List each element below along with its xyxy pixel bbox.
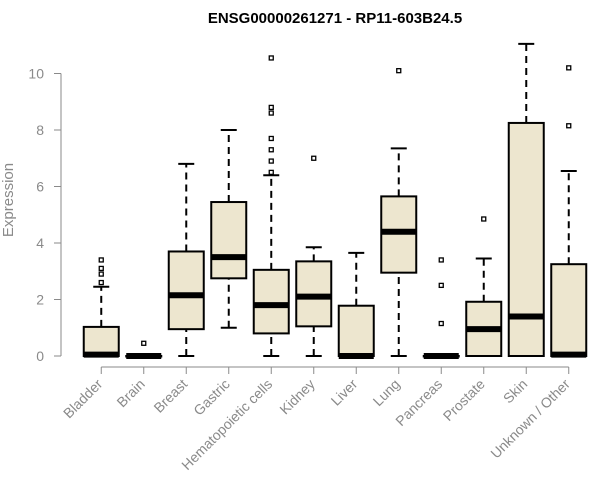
x-tick-label: Liver [328, 376, 361, 409]
box-6 [295, 155, 333, 357]
outlier-point [566, 65, 572, 71]
outlier-point [98, 265, 104, 272]
y-axis-label: Expression [0, 163, 17, 237]
box-12 [550, 65, 588, 358]
box-5 [252, 55, 290, 357]
box-11 [507, 42, 545, 357]
box-7 [337, 251, 375, 359]
box-1 [82, 257, 120, 358]
box-2 [125, 340, 163, 359]
y-tick-label: 6 [36, 179, 44, 195]
outlier-point [268, 55, 274, 61]
outlier-point [98, 257, 104, 263]
outlier-point [438, 282, 444, 289]
box-8 [380, 68, 418, 357]
outlier-point [438, 320, 444, 327]
outlier-point [268, 158, 274, 164]
x-tick-label: Prostate [440, 376, 488, 424]
outlier-point [98, 271, 104, 277]
x-tick-label: Skin [500, 376, 531, 407]
box-body [252, 268, 290, 335]
chart-title: ENSG00000261271 - RP11-603B24.5 [208, 10, 462, 27]
outlier-point [438, 257, 444, 263]
box-3 [167, 162, 205, 357]
outlier-point [268, 104, 274, 111]
y-tick-label: 0 [36, 348, 44, 364]
outlier-point [396, 68, 402, 74]
box-10 [465, 216, 503, 358]
box-4 [210, 129, 248, 329]
y-tick-label: 2 [36, 292, 44, 308]
box-body [550, 263, 588, 357]
y-tick-label: 4 [36, 235, 44, 251]
outlier-point [566, 123, 572, 129]
x-tick-label: Brain [113, 376, 147, 410]
y-tick-label: 8 [36, 122, 44, 138]
boxes [82, 42, 588, 359]
box-body [507, 121, 545, 357]
x-tick-label: Kidney [276, 376, 318, 418]
outlier-point [481, 216, 487, 222]
y-axis: 0 2 4 6 8 10 [28, 66, 62, 364]
outlier-point [268, 110, 274, 116]
box-body [210, 201, 248, 280]
y-tick-label: 10 [28, 66, 44, 82]
outlier-point [268, 147, 274, 153]
x-tick-label: Breast [150, 376, 190, 416]
x-tick-label: Lung [370, 376, 403, 409]
box-body [337, 304, 375, 357]
outlier-point [98, 279, 104, 286]
outlier-point [311, 155, 317, 161]
outlier-point [268, 135, 274, 142]
box-body [82, 325, 120, 357]
outlier-point [268, 169, 274, 176]
box-9 [422, 257, 460, 359]
outlier-point [141, 340, 147, 346]
x-tick-label: Bladder [60, 376, 106, 422]
x-tick-label: Unknown / Other [487, 376, 573, 462]
x-tick-label: Pancreas [392, 376, 445, 429]
box-body [167, 250, 205, 331]
